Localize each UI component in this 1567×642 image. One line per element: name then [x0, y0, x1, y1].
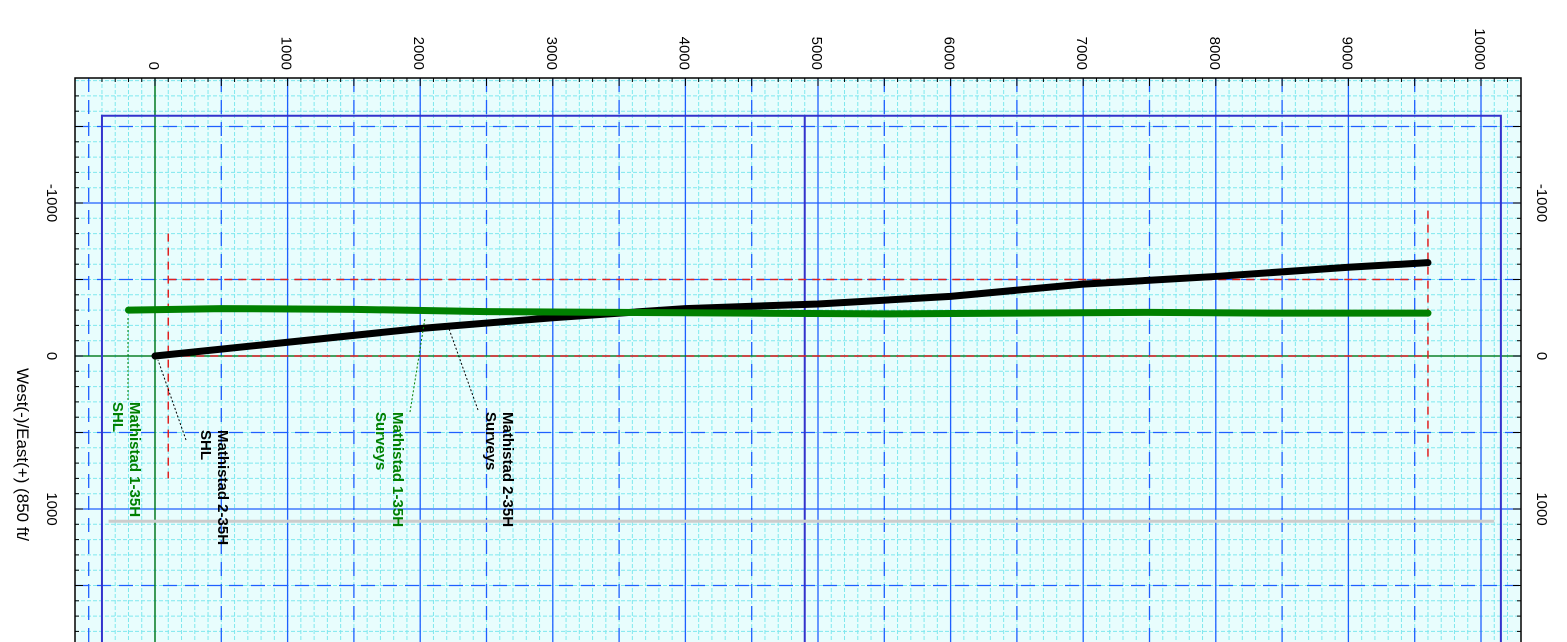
axes-layer: 0 1000 2000 3000 4000 5000 6000 7000 8000 9000 100… — [43, 28, 1550, 642]
x-tick-label: 4000 — [675, 37, 692, 70]
series-layer — [124, 259, 1432, 360]
setback-boundary — [167, 210, 1429, 479]
x-tick-label: 6000 — [941, 37, 958, 70]
y-tick-label-left: 0 — [43, 352, 60, 360]
x-tick-label: 9000 — [1338, 37, 1355, 70]
y-tick-label-left: -1000 — [43, 184, 60, 222]
y-tick-label-right: -1000 — [1533, 184, 1550, 222]
plot-background — [75, 78, 1521, 642]
annotation-label: Surveys — [482, 412, 499, 470]
annotation-label: Mathistad 1-35H — [126, 402, 143, 517]
annotation-label: SHL — [197, 430, 214, 460]
plot-frame — [74, 77, 1522, 642]
x-tick-label: 0 — [145, 62, 162, 70]
plot-area — [75, 78, 1521, 642]
y-tick-label-right: 1000 — [1533, 492, 1550, 525]
x-tick-label: 10000 — [1471, 28, 1488, 70]
x-tick-label: 8000 — [1206, 37, 1223, 70]
lease-boundary — [100, 114, 1502, 642]
x-tick-label: 5000 — [808, 37, 825, 70]
annotation-label: SHL — [109, 402, 126, 432]
annotation-label: Mathistad 2-35H — [499, 412, 516, 527]
x-tick-label: 2000 — [410, 37, 427, 70]
series-line-2 — [124, 305, 1432, 318]
series-line-1 — [151, 259, 1432, 360]
annotation-leader — [447, 325, 479, 411]
y-axis-title: West(-)/East(+) (850 ft/ — [13, 368, 32, 541]
y-tick-label-left: 1000 — [43, 492, 60, 525]
x-tick-label: 3000 — [543, 37, 560, 70]
x-tick-label: 1000 — [278, 37, 295, 70]
annotation-label: Mathistad 1-35H — [389, 412, 406, 527]
annotation-label: Surveys — [372, 412, 389, 470]
annotation-label: Mathistad 2-35H — [214, 430, 231, 545]
x-tick-label: 7000 — [1073, 37, 1090, 70]
lease-line — [100, 114, 1502, 642]
y-tick-label-right: 0 — [1533, 352, 1550, 360]
